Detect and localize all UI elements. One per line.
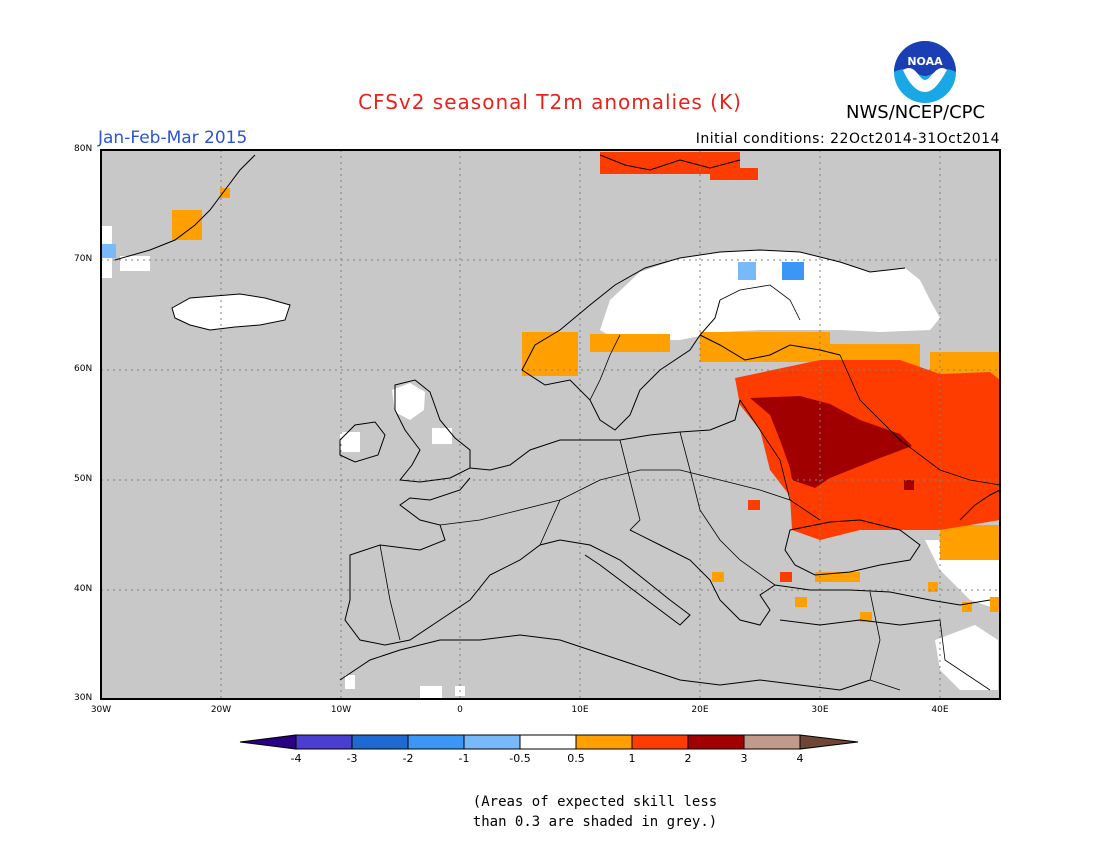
org-label: NWS/NCEP/CPC — [846, 102, 986, 123]
graticule — [101, 150, 1000, 699]
map-title: CFSv2 seasonal T2m anomalies (K) — [358, 90, 742, 114]
colorbar-label: -1 — [458, 752, 470, 765]
initial-conditions-label: Initial conditions: 22Oct2014-31Oct2014 — [695, 131, 1000, 147]
colorbar-arrow-left — [239, 734, 297, 750]
colorbar-segment — [519, 734, 577, 750]
lat-label: 80N — [74, 144, 93, 154]
anomaly-neg-areas — [102, 244, 804, 280]
colorbar-label: 0.5 — [567, 752, 585, 765]
lon-label: 40E — [931, 705, 949, 715]
colorbar-label: -3 — [346, 752, 358, 765]
colorbar-label: -2 — [402, 752, 414, 765]
lon-label: 10W — [330, 705, 352, 715]
colorbar-segment — [687, 734, 745, 750]
svg-text:NOAA: NOAA — [907, 55, 943, 68]
colorbar-label: -0.5 — [509, 752, 531, 765]
lon-label: 20E — [691, 705, 709, 715]
skill-note: (Areas of expected skill less than 0.3 a… — [0, 792, 1100, 832]
lon-label: 20W — [210, 705, 232, 715]
lon-label: 30E — [811, 705, 829, 715]
colorbar-segment — [295, 734, 353, 750]
lat-label: 30N — [74, 693, 93, 703]
lon-label: 0 — [457, 705, 463, 715]
colorbar-label: 4 — [796, 752, 804, 765]
coastlines — [114, 154, 1001, 691]
colorbar-segment — [351, 734, 409, 750]
colorbar-label: 3 — [740, 752, 748, 765]
skill-note-line1: (Areas of expected skill less — [472, 794, 718, 810]
anomaly-2-3-areas — [750, 396, 914, 490]
lon-label: 30W — [90, 705, 112, 715]
map-frame — [100, 149, 1001, 700]
neutral-areas — [102, 226, 1000, 698]
lat-label: 50N — [74, 474, 93, 484]
lat-label: 40N — [74, 584, 93, 594]
colorbar-label: 1 — [628, 752, 636, 765]
colorbar-segment — [463, 734, 521, 750]
colorbar-arrow-right — [799, 734, 859, 750]
colorbar-segment — [407, 734, 465, 750]
lon-label: 10E — [571, 705, 589, 715]
colorbar-segment — [631, 734, 689, 750]
colorbar-segment — [575, 734, 633, 750]
colorbar-segment — [743, 734, 801, 750]
lat-label: 70N — [74, 254, 93, 264]
season-label: Jan-Feb-Mar 2015 — [98, 128, 248, 148]
lat-label: 60N — [74, 364, 93, 374]
noaa-logo-icon: NOAA — [894, 41, 956, 103]
skill-note-line2: than 0.3 are shaded in grey.) — [472, 814, 718, 830]
colorbar-label: 2 — [684, 752, 692, 765]
anomaly-05-1-areas — [172, 188, 1000, 622]
colorbar-label: -4 — [290, 752, 302, 765]
